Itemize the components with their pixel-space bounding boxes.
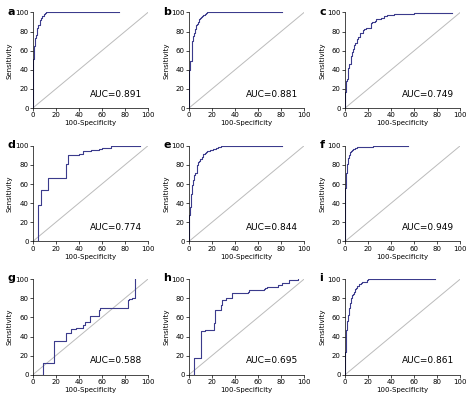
Text: AUC=0.774: AUC=0.774 xyxy=(90,223,142,232)
Y-axis label: Sensitivity: Sensitivity xyxy=(163,42,169,78)
Text: d: d xyxy=(7,140,15,150)
X-axis label: 100-Specificity: 100-Specificity xyxy=(220,387,273,393)
X-axis label: 100-Specificity: 100-Specificity xyxy=(220,120,273,126)
Y-axis label: Sensitivity: Sensitivity xyxy=(7,175,13,212)
Text: AUC=0.695: AUC=0.695 xyxy=(246,356,299,365)
Text: AUC=0.749: AUC=0.749 xyxy=(402,90,455,98)
X-axis label: 100-Specificity: 100-Specificity xyxy=(64,254,117,260)
Text: AUC=0.949: AUC=0.949 xyxy=(402,223,455,232)
Text: AUC=0.881: AUC=0.881 xyxy=(246,90,299,98)
Text: h: h xyxy=(164,273,171,283)
Y-axis label: Sensitivity: Sensitivity xyxy=(163,309,169,345)
X-axis label: 100-Specificity: 100-Specificity xyxy=(220,254,273,260)
Text: e: e xyxy=(164,140,171,150)
Text: i: i xyxy=(319,273,323,283)
Y-axis label: Sensitivity: Sensitivity xyxy=(163,175,169,212)
Text: f: f xyxy=(319,140,325,150)
Text: a: a xyxy=(7,7,15,17)
Y-axis label: Sensitivity: Sensitivity xyxy=(319,309,325,345)
X-axis label: 100-Specificity: 100-Specificity xyxy=(376,387,428,393)
Y-axis label: Sensitivity: Sensitivity xyxy=(7,309,13,345)
Y-axis label: Sensitivity: Sensitivity xyxy=(7,42,13,78)
X-axis label: 100-Specificity: 100-Specificity xyxy=(376,120,428,126)
Text: AUC=0.861: AUC=0.861 xyxy=(402,356,455,365)
Text: c: c xyxy=(319,7,326,17)
Text: b: b xyxy=(164,7,171,17)
X-axis label: 100-Specificity: 100-Specificity xyxy=(64,120,117,126)
Y-axis label: Sensitivity: Sensitivity xyxy=(319,42,325,78)
Text: AUC=0.588: AUC=0.588 xyxy=(90,356,142,365)
X-axis label: 100-Specificity: 100-Specificity xyxy=(64,387,117,393)
X-axis label: 100-Specificity: 100-Specificity xyxy=(376,254,428,260)
Y-axis label: Sensitivity: Sensitivity xyxy=(319,175,325,212)
Text: AUC=0.844: AUC=0.844 xyxy=(246,223,299,232)
Text: AUC=0.891: AUC=0.891 xyxy=(90,90,142,98)
Text: g: g xyxy=(7,273,15,283)
